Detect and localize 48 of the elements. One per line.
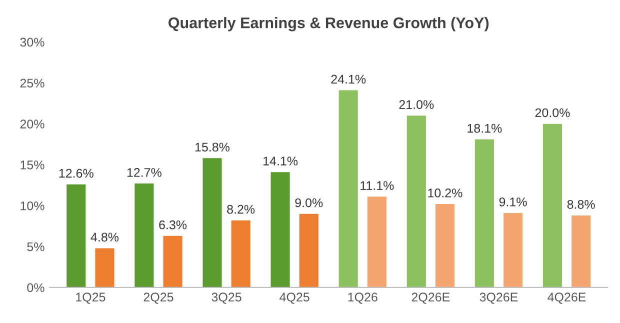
data-label: 6.3%: [159, 220, 187, 230]
bar: [163, 236, 182, 288]
data-label: 12.7%: [127, 168, 162, 177]
x-tick-label: 3Q26E: [480, 292, 518, 304]
data-label: 24.1%: [331, 74, 366, 84]
data-label: 20.0%: [535, 108, 570, 118]
data-label: 15.8%: [195, 142, 230, 152]
bar: [474, 139, 494, 288]
bar: [542, 124, 562, 288]
bar: [406, 116, 426, 288]
y-tick-label: 25%: [20, 78, 44, 88]
x-tick-label: 1Q26: [348, 292, 378, 304]
bar: [95, 248, 114, 288]
data-label: 21.0%: [399, 100, 434, 109]
x-tick-label: 2Q26E: [412, 292, 450, 304]
y-tick-label: 10%: [20, 201, 44, 210]
y-tick-label: 0%: [27, 283, 44, 292]
data-label: 9.0%: [295, 198, 323, 208]
data-label: 8.2%: [227, 204, 255, 214]
bar: [503, 213, 523, 288]
y-tick-label: 30%: [20, 38, 44, 47]
bar: [338, 90, 358, 288]
data-label: 12.6%: [59, 168, 94, 178]
data-label: 4.8%: [90, 232, 119, 242]
y-tick-label: 15%: [20, 160, 44, 170]
bar: [572, 215, 591, 288]
bar: [134, 184, 154, 288]
x-tick-label: 4Q26E: [548, 292, 586, 304]
bar: [299, 214, 318, 288]
chart-title: Quarterly Earnings & Revenue Growth (YoY): [168, 17, 489, 32]
x-tick-label: 2Q25: [144, 292, 174, 304]
x-tick-label: 3Q25: [212, 292, 242, 304]
bar: [270, 172, 290, 288]
data-label: 11.1%: [360, 181, 394, 190]
y-tick-label: 5%: [27, 242, 44, 252]
bar: [231, 220, 250, 288]
bar: [435, 204, 454, 288]
data-label: 9.1%: [499, 198, 527, 206]
data-label: 8.8%: [567, 200, 595, 209]
x-tick-label: 1Q25: [76, 292, 106, 304]
bar: [202, 158, 222, 288]
x-tick-label: 4Q25: [280, 292, 310, 304]
data-label: 18.1%: [468, 124, 502, 133]
y-tick-label: 20%: [20, 120, 44, 128]
data-label: 14.1%: [264, 156, 298, 166]
bar: [367, 196, 386, 288]
data-label: 10.2%: [428, 188, 462, 198]
bar: [66, 184, 86, 288]
